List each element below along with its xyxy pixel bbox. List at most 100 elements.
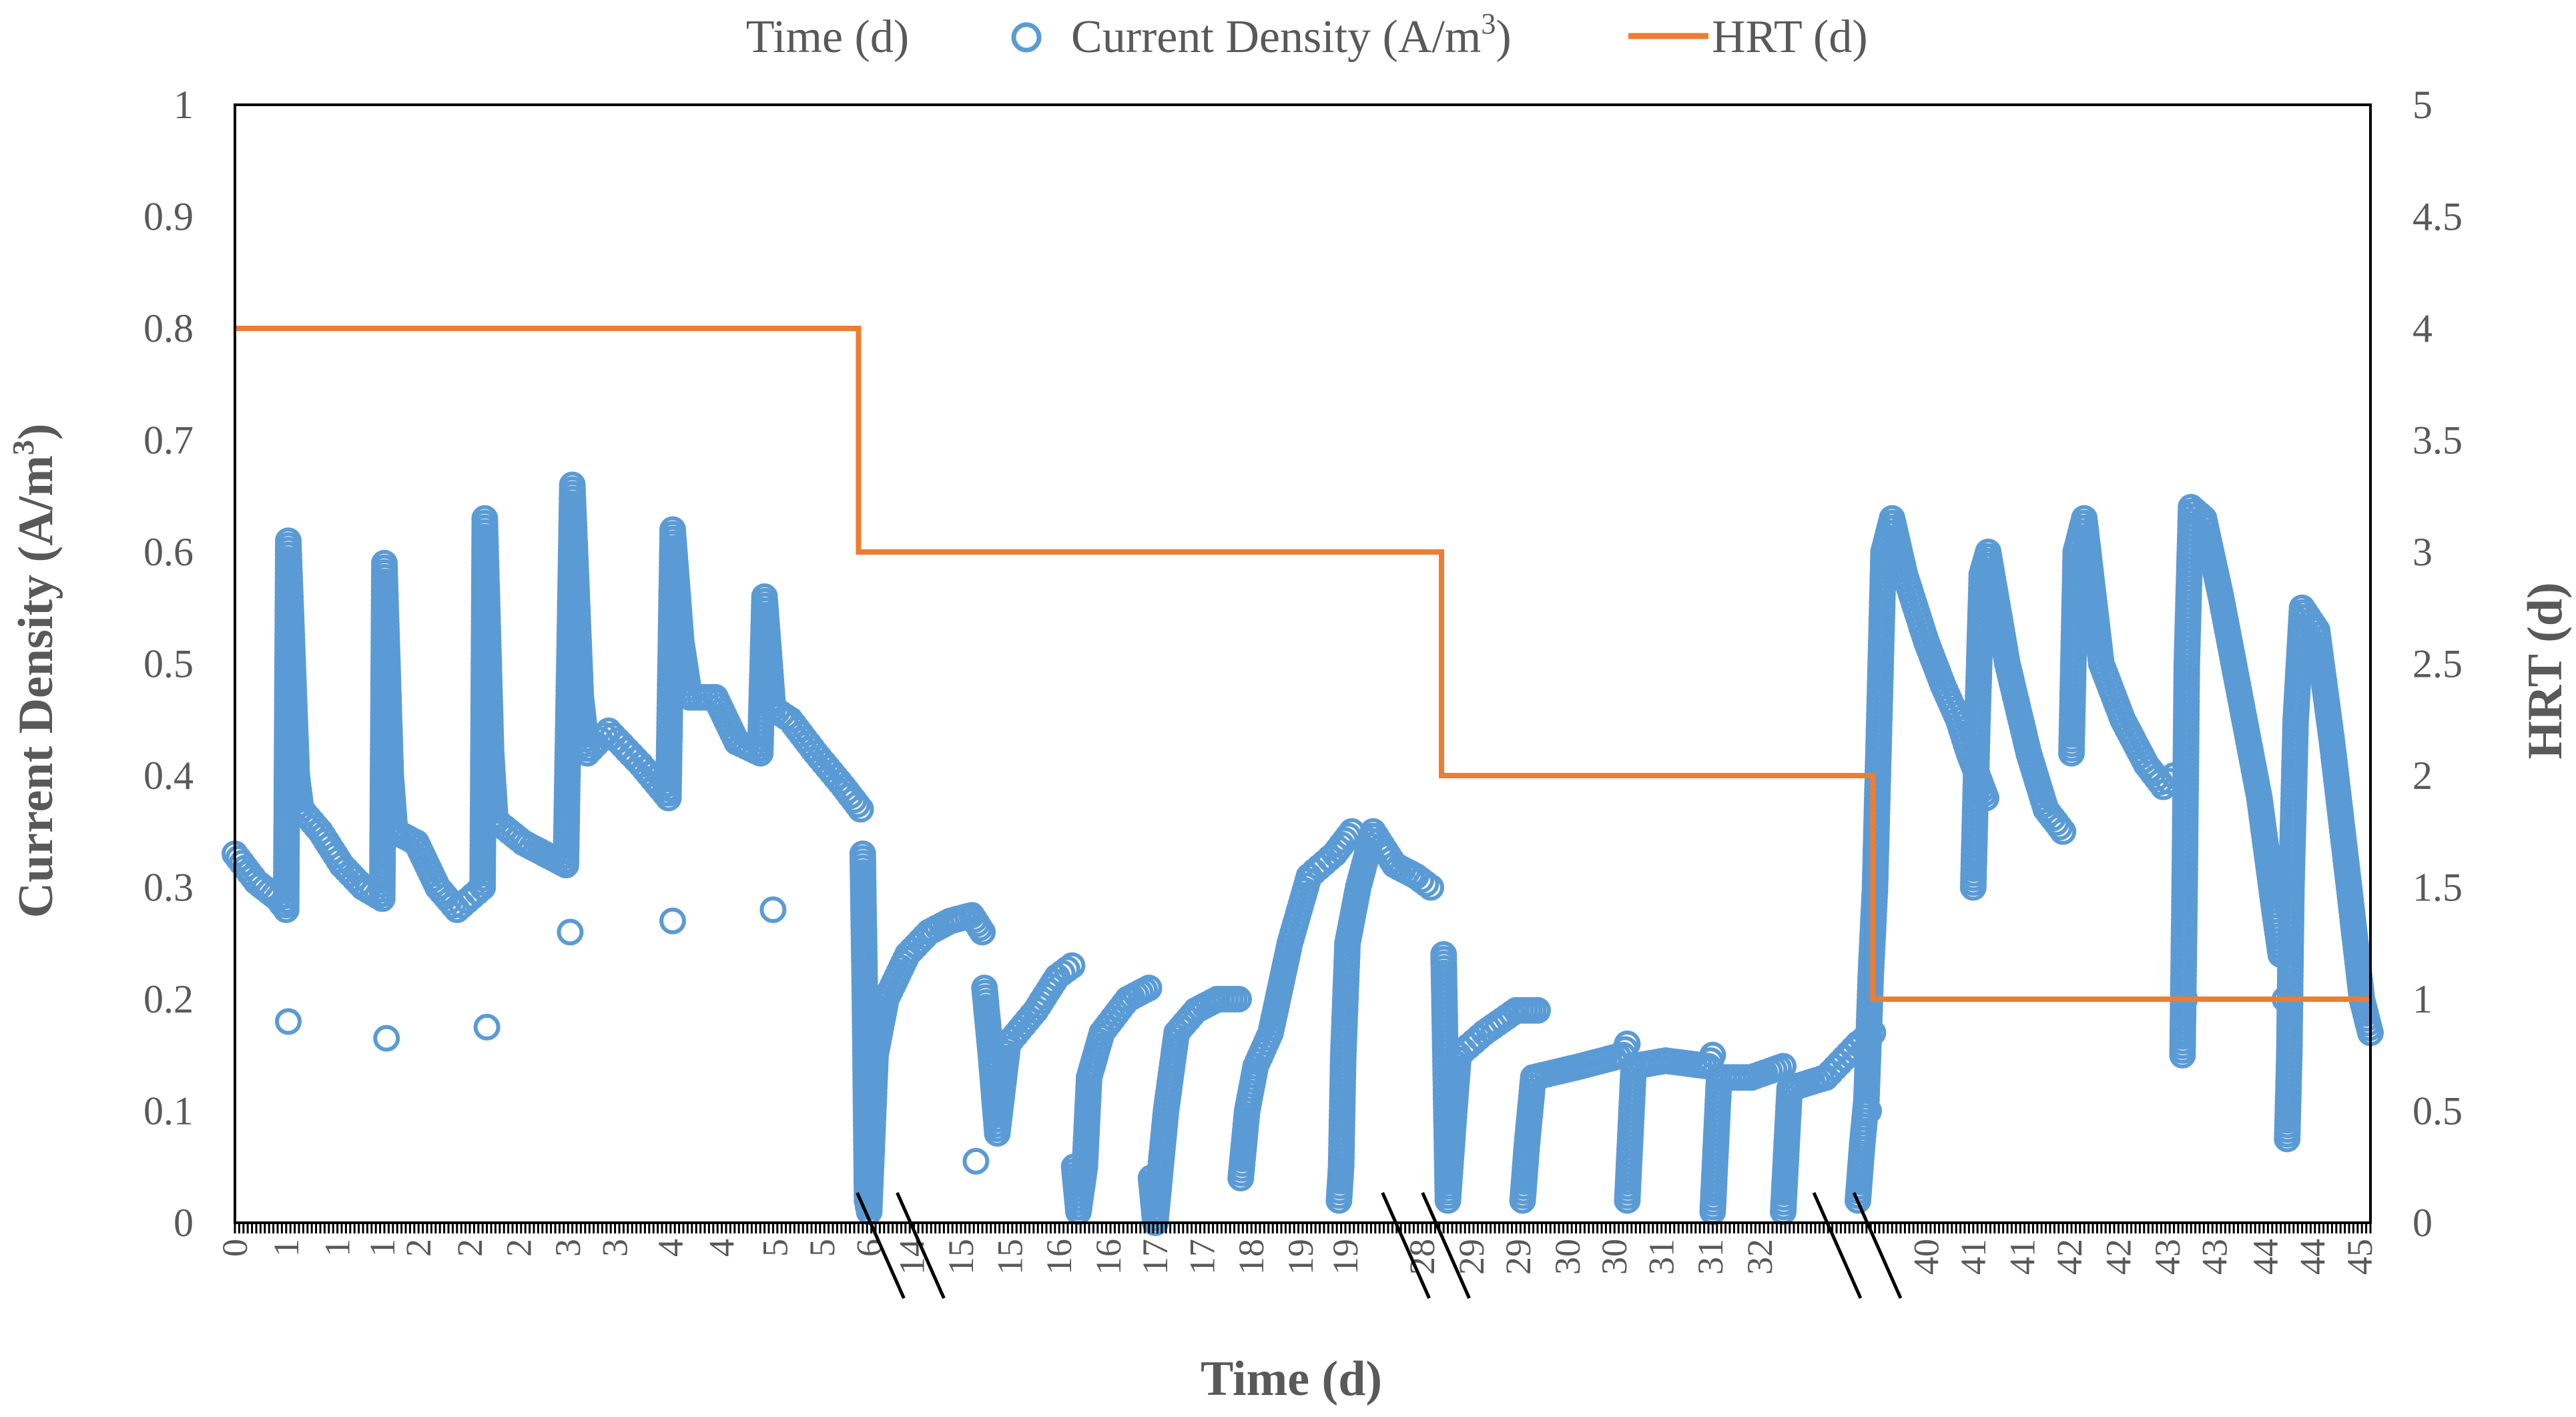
x-tick-label: 17 [1183,1239,1223,1275]
y-right-tick-label: 3 [2412,530,2433,574]
x-tick-label: 5 [802,1239,842,1257]
x-tick-label: 19 [1325,1239,1365,1275]
axis-break-slash [1421,1191,1471,1300]
x-tick-label: 15 [941,1239,981,1275]
x-tick-label: 43 [2148,1239,2188,1275]
x-tick-label: 4 [702,1239,742,1257]
x-tick-label: 28 [1402,1239,1442,1275]
current-density-point [473,1013,501,1041]
legend-time-label: Time (d) [746,11,909,63]
x-tick-label: 30 [1594,1239,1634,1275]
x-tick-label: 18 [1231,1239,1271,1275]
x-tick-label: 32 [1740,1239,1780,1275]
y-right-tick-label: 4.5 [2412,195,2463,239]
x-tick-label: 40 [1906,1239,1946,1275]
current-density-point [962,1147,990,1175]
y-right-tick-label: 1 [2412,977,2433,1021]
current-density-point [659,907,686,934]
axis-break-slash [1381,1191,1431,1300]
x-tick-label: 44 [2246,1239,2286,1275]
x-tick-label: 3 [595,1239,635,1257]
x-tick-label: 17 [1135,1239,1175,1275]
y-right-tick-label: 4 [2412,306,2433,350]
x-tick-label: 42 [2098,1239,2138,1275]
x-tick-label: 45 [2340,1239,2380,1275]
x-tick-label: 42 [2049,1239,2089,1275]
y-right-tick-label: 2.5 [2412,642,2463,686]
x-tick-label: 19 [1281,1239,1321,1275]
x-tick-label: 16 [1039,1239,1079,1275]
current-density-point [844,791,871,818]
y-left-tick-label: 0.1 [143,1089,194,1133]
x-tick-label: 41 [1953,1239,1993,1275]
current-density-point [2146,769,2174,796]
x-tick-label: 2 [398,1239,438,1257]
x-tick-label: 5 [755,1239,795,1257]
y-left-tick-label: 0.5 [143,642,194,686]
y-left-tick-label: 0.2 [143,977,194,1021]
current-density-point [557,918,584,946]
x-tick-label: 2 [499,1239,539,1257]
y-right-tick-label: 0 [2412,1201,2433,1245]
current-density-point [373,1025,400,1052]
x-tick-label: 29 [1498,1239,1538,1275]
x-tick-label: 0 [215,1239,255,1257]
current-density-point [2046,814,2073,841]
x-tick-label: 30 [1548,1239,1588,1275]
current-density-point [1524,997,1551,1024]
current-density-series [222,471,2384,1236]
current-density-point [1417,874,1444,901]
current-density-point [1412,870,1439,897]
x-tick-label: 1 [266,1239,306,1257]
current-density-point [1135,974,1163,1002]
x-tick-label: 2 [450,1239,490,1257]
legend: Time (d) Current Density (A/m3) HRT (d) [746,7,1868,63]
axis-break-slash [1812,1191,1863,1300]
plot-area-frame [234,103,2372,1224]
current-density-point [1855,1097,1882,1125]
y-left-tick-label: 0.9 [143,195,194,239]
x-tick-label: 1 [362,1239,402,1257]
y-left-tick-label: 0.3 [143,866,194,910]
y-right-tick-label: 1.5 [2412,866,2463,910]
current-density-point [969,918,996,946]
y-left-tick-label: 0 [174,1201,194,1245]
x-axis-breaks [856,1191,1903,1300]
y-right-tick-label: 2 [2412,754,2433,798]
y-right-tick-label: 5 [2412,83,2433,127]
x-tick-label: 31 [1642,1239,1682,1275]
y-left-tick-label: 1 [174,83,194,127]
x-axis-title: Time (d) [1201,1352,1382,1406]
current-density-point [759,896,787,923]
axis-break-slash [856,1191,906,1300]
y-left-tick-label: 0.4 [143,754,194,798]
current-density-point [1058,952,1086,979]
current-density-point [847,796,874,823]
y-axis-right-title: HRT (d) [2518,582,2573,759]
legend-current-density-label: Current Density (A/m3) [1071,7,1512,63]
legend-current-density-marker [1011,22,1042,53]
hrt-step-line [235,326,2370,1002]
y-left-tick-label: 0.7 [143,418,194,463]
current-density-point [275,1008,302,1035]
y-axis-right-ticks: 0 0.5 1 1.5 2 2.5 3 3.5 4 4.5 5 [2412,83,2463,1245]
x-tick-label: 15 [990,1239,1030,1275]
axis-break-slash [1852,1191,1903,1300]
x-tick-label: 4 [651,1239,691,1257]
hrt-series [235,326,2370,1002]
y-left-tick-label: 0.8 [143,306,194,350]
x-axis-minor-ticks [234,1223,2372,1233]
y-axis-left-ticks: 0 0.1 0.2 0.3 0.4 0.5 0.6 0.7 0.8 0.9 1 [143,83,194,1245]
x-tick-label: 44 [2293,1239,2333,1275]
axis-break-slash [896,1191,946,1300]
legend-hrt-label: HRT (d) [1712,11,1868,63]
y-left-tick-label: 0.6 [143,530,194,574]
x-tick-label: 16 [1088,1239,1129,1275]
x-tick-label: 43 [2194,1239,2234,1275]
y-right-tick-label: 3.5 [2412,418,2463,463]
x-tick-label: 41 [2002,1239,2042,1275]
y-right-tick-label: 0.5 [2412,1089,2463,1133]
current-density-point [1053,956,1080,983]
x-axis-tick-labels: 0 1 1 12 2 2 3 3 4 4 5 5 6 14 15 15 16 16 17 17 18 19 19 28 29 29… [215,1239,2380,1275]
